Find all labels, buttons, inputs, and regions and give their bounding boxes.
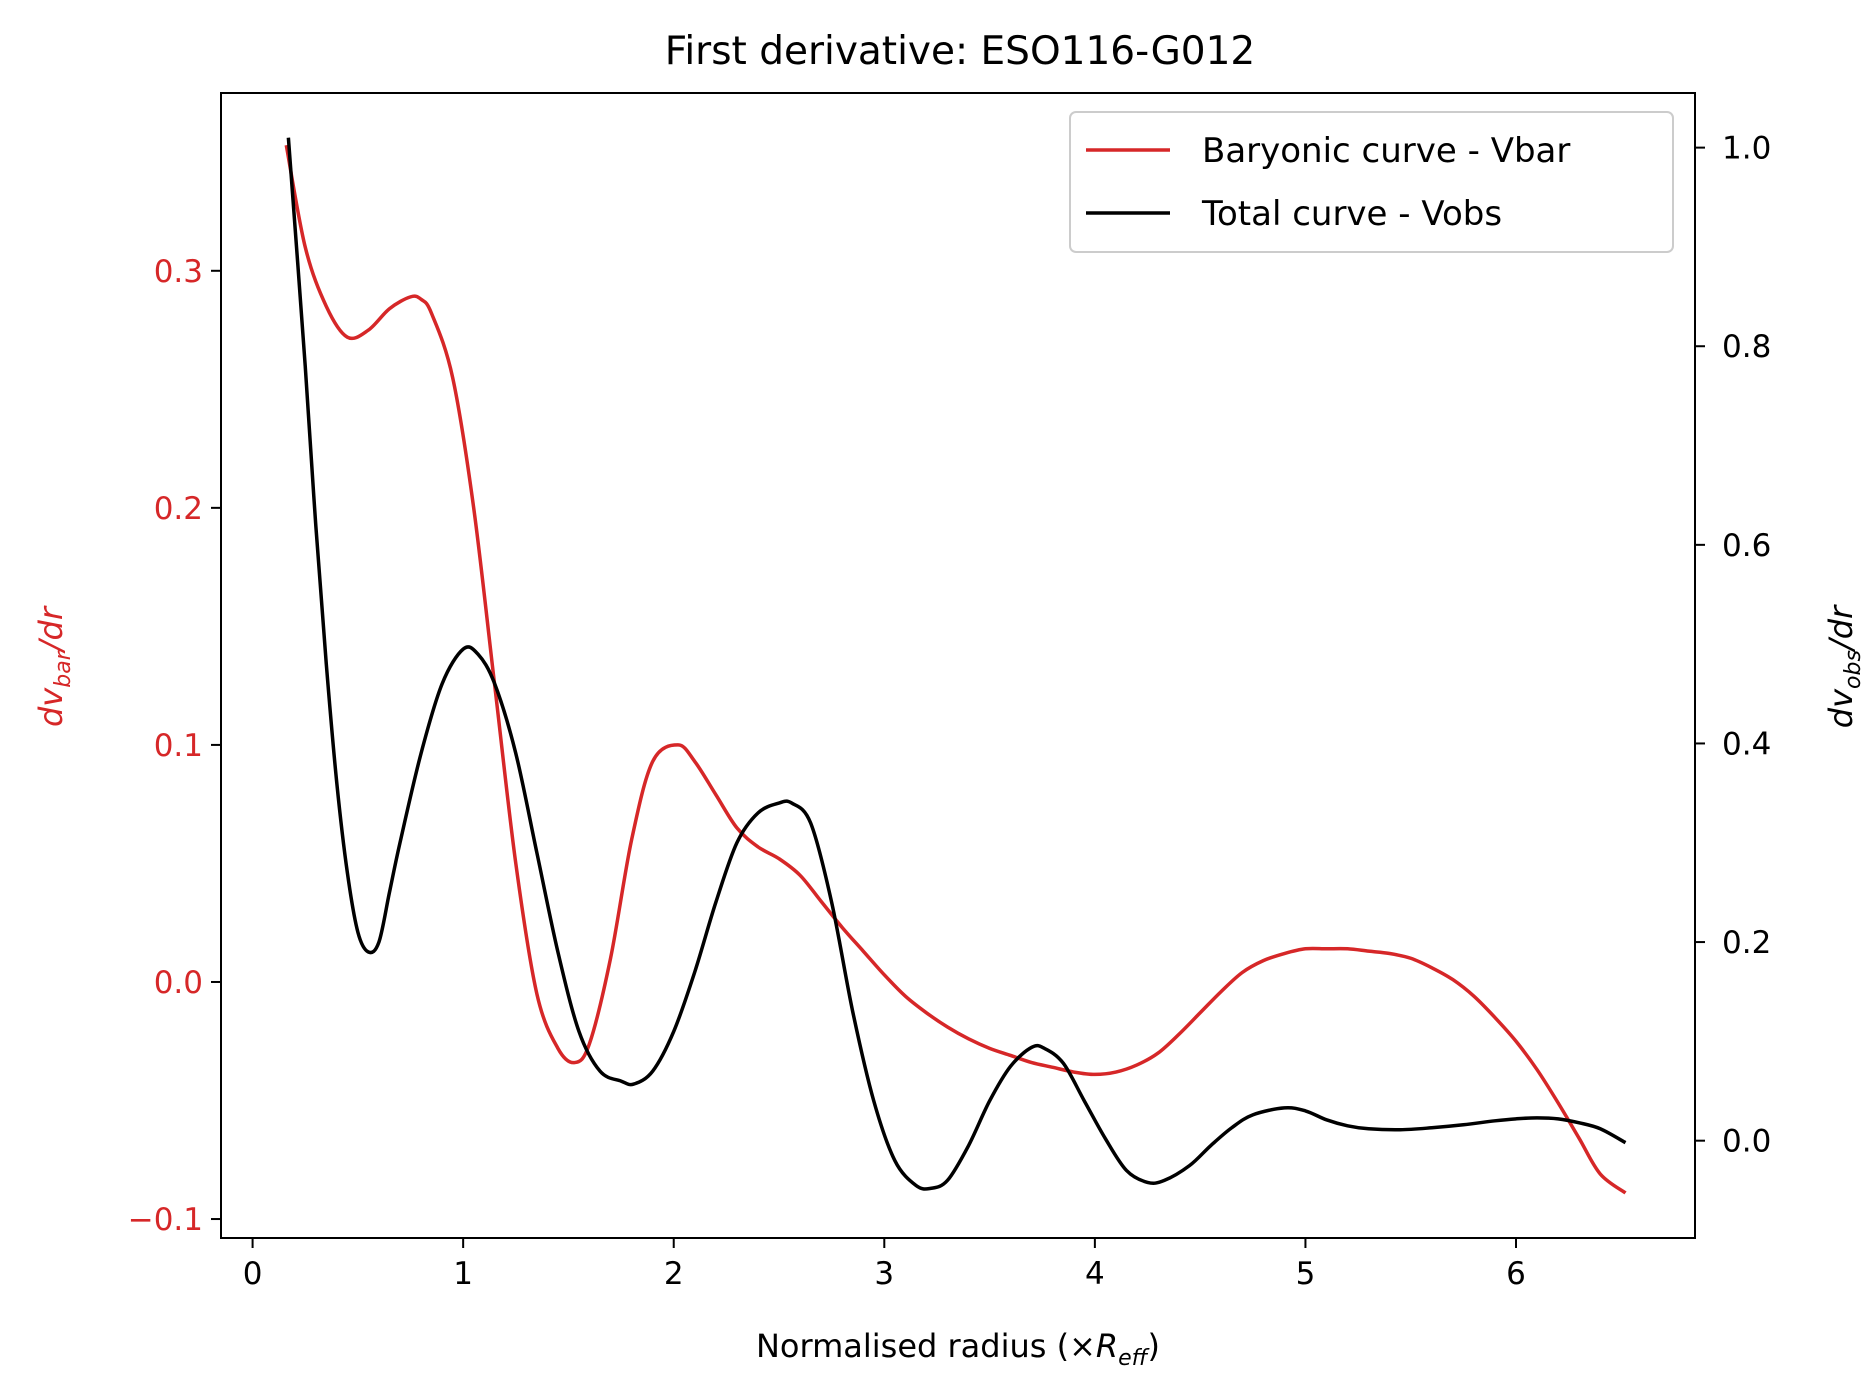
x-tick-label: 5	[1296, 1256, 1316, 1292]
x-tick-label: 0	[243, 1256, 263, 1292]
series-line-total	[286, 137, 1627, 1191]
right-y-axis-label: dvobs/dr	[1822, 604, 1866, 728]
right-y-tick-label: 0.2	[1722, 925, 1771, 961]
legend-box	[1069, 111, 1674, 253]
left-y-tick-label: 0.1	[154, 728, 203, 764]
left-y-tick-label: 0.0	[154, 965, 203, 1001]
right-y-tick-label: 1.0	[1722, 131, 1771, 167]
x-tick-label: 4	[1085, 1256, 1105, 1292]
left-y-tick-label: −0.1	[128, 1202, 203, 1238]
left-y-axis: −0.1 0.0 0.1 0.2 0.3	[128, 254, 221, 1238]
x-tick-label: 6	[1506, 1256, 1526, 1292]
left-y-tick-label: 0.2	[154, 491, 203, 527]
right-y-tick-label: 0.8	[1722, 329, 1771, 365]
legend: Baryonic curve - Vbar Total curve - Vobs	[1069, 111, 1674, 253]
right-y-tick-label: 0.4	[1722, 726, 1771, 762]
series-layer	[284, 137, 1627, 1195]
left-y-tick-label: 0.3	[154, 254, 203, 290]
x-tick-label: 2	[664, 1256, 684, 1292]
right-y-tick-label: 0.0	[1722, 1124, 1771, 1160]
right-y-tick-label: 0.6	[1722, 528, 1771, 564]
left-y-axis-label: dvbar/dr	[32, 605, 76, 727]
x-axis-label: Normalised radius (×Reff)	[756, 1327, 1160, 1371]
legend-label-total: Total curve - Vobs	[1201, 194, 1502, 234]
chart-title: First derivative: ESO116-G012	[665, 29, 1256, 74]
right-y-axis: 0.0 0.2 0.4 0.6 0.8 1.0	[1695, 131, 1771, 1160]
x-axis: 0 1 2 3 4 5 6	[243, 1238, 1526, 1292]
plot-frame	[220, 92, 1696, 1239]
legend-label-baryonic: Baryonic curve - Vbar	[1202, 131, 1570, 171]
series-line-baryonic	[284, 144, 1627, 1195]
x-tick-label: 3	[874, 1256, 894, 1292]
x-tick-label: 1	[453, 1256, 473, 1292]
